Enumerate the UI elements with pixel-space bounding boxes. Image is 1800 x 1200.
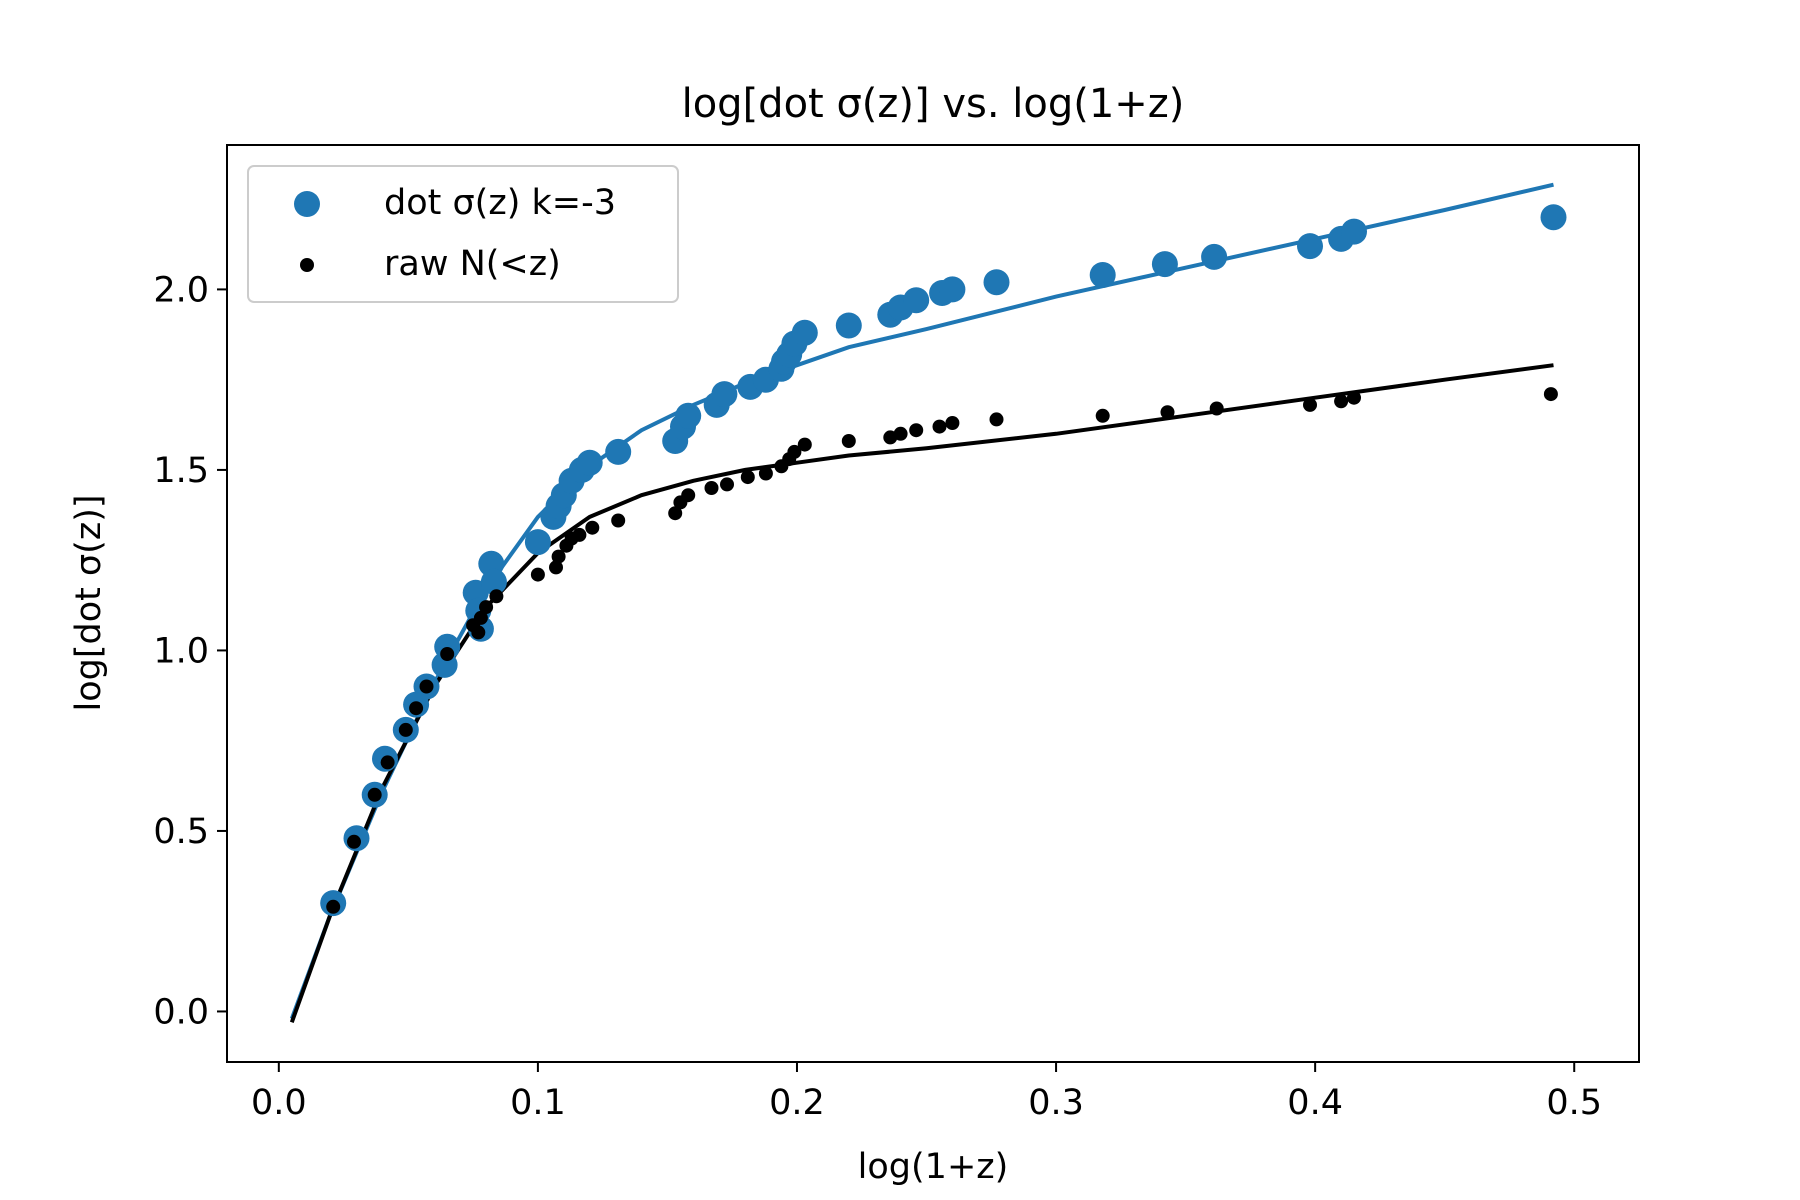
point-raw (440, 647, 455, 661)
x-axis-label: log(1+z) (858, 1147, 1009, 1187)
point-raw (989, 412, 1004, 427)
point-raw (489, 589, 504, 604)
point-sigma (1151, 251, 1178, 278)
point-raw (471, 625, 486, 640)
y-tick-label: 0.0 (153, 992, 209, 1032)
point-raw (740, 470, 755, 485)
x-tick-label: 0.2 (769, 1083, 825, 1123)
point-raw (758, 466, 773, 481)
point-sigma (1201, 243, 1228, 270)
chart-title: log[dot σ(z)] vs. log(1+z) (682, 81, 1185, 127)
point-raw (572, 527, 587, 542)
point-raw (549, 560, 563, 575)
point-raw (367, 787, 382, 802)
point-raw (1543, 387, 1558, 402)
y-tick-label: 1.5 (153, 451, 209, 491)
x-tick-label: 0.3 (1028, 1083, 1084, 1123)
point-raw (797, 437, 812, 452)
point-raw (1334, 394, 1349, 409)
point-sigma (983, 269, 1010, 296)
point-raw (893, 426, 908, 441)
point-raw (787, 444, 802, 459)
legend: dot σ(z) k=-3 raw N(<z) (247, 165, 679, 303)
point-raw (347, 834, 361, 849)
legend-marker-sigma (294, 191, 320, 217)
legend-label-sigma: dot σ(z) k=-3 (384, 183, 616, 223)
y-axis-label: log[dot σ(z)] (69, 494, 109, 711)
point-sigma (480, 568, 507, 595)
point-raw (585, 520, 600, 535)
point-sigma (524, 529, 551, 556)
x-tick-label: 0.0 (251, 1083, 307, 1123)
x-axis-ticks: 0.0 0.1 0.2 0.3 0.4 0.5 (251, 1062, 1602, 1123)
point-raw (945, 416, 960, 430)
point-raw (530, 567, 545, 582)
x-tick-label: 0.1 (510, 1083, 566, 1123)
point-sigma (605, 438, 632, 465)
point-raw (551, 549, 566, 564)
y-axis-ticks: 0.0 0.5 1.0 1.5 2.0 (153, 270, 227, 1032)
point-sigma (1297, 233, 1323, 260)
point-sigma (1540, 204, 1567, 231)
point-sigma (939, 276, 966, 303)
point-raw (932, 419, 947, 434)
point-sigma (576, 449, 603, 476)
data-points (320, 204, 1567, 917)
x-tick-label: 0.5 (1546, 1083, 1602, 1123)
point-sigma (711, 381, 738, 408)
point-raw (611, 513, 626, 528)
legend-label-raw: raw N(<z) (384, 244, 561, 284)
point-sigma (903, 287, 930, 314)
x-tick-label: 0.4 (1287, 1083, 1343, 1123)
point-raw (380, 755, 395, 770)
point-sigma (675, 402, 702, 429)
point-raw (1303, 397, 1317, 412)
point-raw (473, 610, 488, 625)
y-tick-label: 2.0 (153, 270, 209, 310)
point-raw (479, 600, 494, 615)
point-raw (409, 701, 424, 716)
point-raw (419, 679, 434, 694)
point-raw (681, 488, 696, 503)
point-raw (841, 434, 856, 448)
point-raw (704, 481, 719, 495)
point-sigma (791, 319, 818, 346)
point-raw (668, 506, 683, 521)
point-raw (909, 423, 924, 438)
point-raw (326, 899, 341, 914)
legend-box (247, 165, 679, 303)
plot-frame (226, 144, 1640, 1063)
point-raw (1095, 408, 1110, 423)
point-raw (720, 477, 734, 492)
point-raw (1347, 390, 1361, 405)
point-raw (398, 722, 413, 737)
legend-marker-raw (300, 258, 314, 272)
point-raw (1160, 405, 1175, 420)
point-raw (1209, 401, 1224, 416)
y-tick-label: 0.5 (153, 812, 209, 852)
point-sigma (835, 312, 862, 339)
point-sigma (1341, 218, 1367, 245)
point-sigma (1089, 262, 1116, 288)
y-tick-label: 1.0 (153, 631, 209, 671)
